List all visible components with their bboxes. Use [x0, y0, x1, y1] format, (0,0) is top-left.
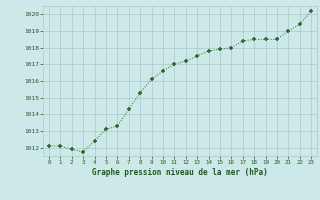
- X-axis label: Graphe pression niveau de la mer (hPa): Graphe pression niveau de la mer (hPa): [92, 168, 268, 177]
